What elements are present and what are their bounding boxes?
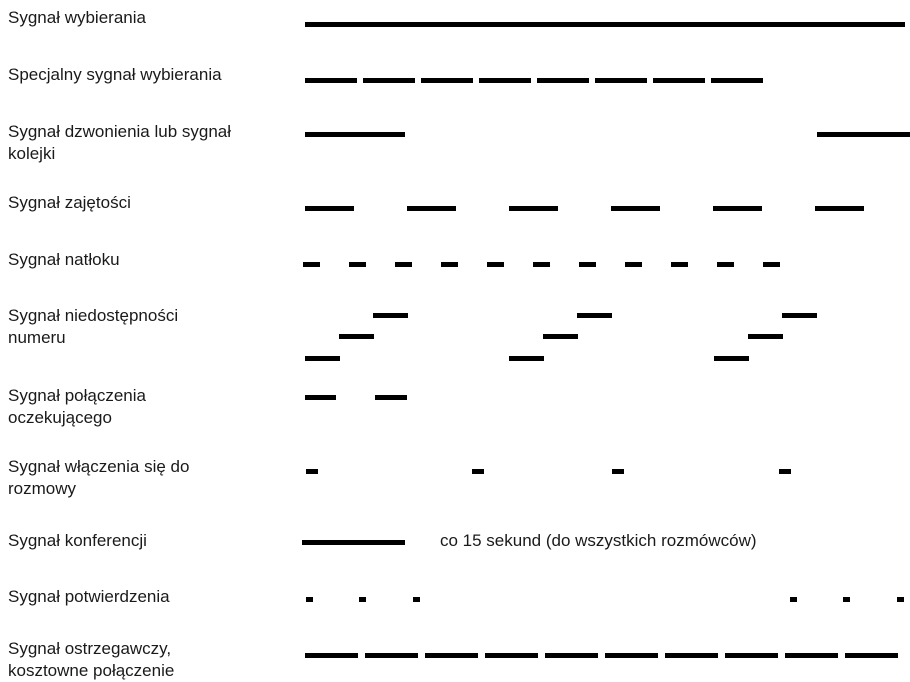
congestion-tone-segment — [625, 262, 642, 267]
congestion-tone-segment — [487, 262, 504, 267]
expensive-call-warning-tone-segment — [605, 653, 658, 658]
label-conference-tone: Sygnał konferencji — [8, 531, 147, 550]
label-intrusion-tone: Sygnał włączenia się do rozmowy — [8, 457, 190, 498]
expensive-call-warning-tone-segment — [305, 653, 358, 658]
special-dial-tone-segment — [711, 78, 763, 83]
dial-tone-segment — [305, 22, 905, 27]
label-call-waiting-tone: Sygnał połączenia oczekującego — [8, 386, 146, 427]
congestion-tone-segment — [349, 262, 366, 267]
busy-tone-segment — [305, 206, 354, 211]
congestion-tone-segment — [303, 262, 320, 267]
confirmation-tone-segment — [413, 597, 420, 602]
expensive-call-warning-tone-segment — [845, 653, 898, 658]
congestion-tone-segment — [395, 262, 412, 267]
label-ringing-tone: Sygnał dzwonienia lub sygnał kolejki — [8, 122, 232, 163]
congestion-tone-segment — [533, 262, 550, 267]
confirmation-tone-segment — [306, 597, 313, 602]
call-waiting-tone-segment — [305, 395, 336, 400]
confirmation-tone-segment — [359, 597, 366, 602]
expensive-call-warning-tone-segment — [785, 653, 838, 658]
busy-tone-segment — [611, 206, 660, 211]
special-dial-tone-segment — [653, 78, 705, 83]
busy-tone-segment — [713, 206, 762, 211]
number-unavailable-tone-segment — [373, 313, 408, 318]
confirmation-tone-segment — [843, 597, 850, 602]
confirmation-tone-segment — [897, 597, 904, 602]
congestion-tone-segment — [763, 262, 780, 267]
number-unavailable-tone-segment — [577, 313, 612, 318]
intrusion-tone-segment — [779, 469, 791, 474]
special-dial-tone-segment — [595, 78, 647, 83]
number-unavailable-tone-segment — [782, 313, 817, 318]
special-dial-tone-segment — [421, 78, 473, 83]
ringing-tone-segment — [817, 132, 910, 137]
busy-tone-segment — [509, 206, 558, 211]
congestion-tone-segment — [579, 262, 596, 267]
busy-tone-segment — [815, 206, 864, 211]
conference-tone-note: co 15 sekund (do wszystkich rozmówców) — [440, 531, 757, 550]
number-unavailable-tone-segment — [748, 334, 783, 339]
number-unavailable-tone-segment — [714, 356, 749, 361]
number-unavailable-tone-segment — [339, 334, 374, 339]
congestion-tone-segment — [671, 262, 688, 267]
expensive-call-warning-tone-segment — [665, 653, 718, 658]
expensive-call-warning-tone-segment — [425, 653, 478, 658]
label-expensive-call-warning-tone: Sygnał ostrzegawczy, kosztowne połączeni… — [8, 639, 175, 680]
label-dial-tone: Sygnał wybierania — [8, 8, 146, 27]
expensive-call-warning-tone-segment — [365, 653, 418, 658]
label-number-unavailable-tone: Sygnał niedostępności numeru — [8, 306, 179, 347]
intrusion-tone-segment — [472, 469, 484, 474]
congestion-tone-segment — [441, 262, 458, 267]
label-congestion-tone: Sygnał natłoku — [8, 250, 120, 269]
label-confirmation-tone: Sygnał potwierdzenia — [8, 587, 170, 606]
call-waiting-tone-segment — [375, 395, 407, 400]
special-dial-tone-segment — [479, 78, 531, 83]
label-busy-tone: Sygnał zajętości — [8, 193, 131, 212]
ringing-tone-segment — [305, 132, 405, 137]
expensive-call-warning-tone-segment — [485, 653, 538, 658]
number-unavailable-tone-segment — [305, 356, 340, 361]
number-unavailable-tone-segment — [509, 356, 544, 361]
special-dial-tone-segment — [537, 78, 589, 83]
confirmation-tone-segment — [790, 597, 797, 602]
number-unavailable-tone-segment — [543, 334, 578, 339]
label-special-dial-tone: Specjalny sygnał wybierania — [8, 65, 222, 84]
congestion-tone-segment — [717, 262, 734, 267]
special-dial-tone-segment — [305, 78, 357, 83]
intrusion-tone-segment — [612, 469, 624, 474]
intrusion-tone-segment — [306, 469, 318, 474]
special-dial-tone-segment — [363, 78, 415, 83]
expensive-call-warning-tone-segment — [545, 653, 598, 658]
conference-tone-segment — [302, 540, 405, 545]
busy-tone-segment — [407, 206, 456, 211]
expensive-call-warning-tone-segment — [725, 653, 778, 658]
